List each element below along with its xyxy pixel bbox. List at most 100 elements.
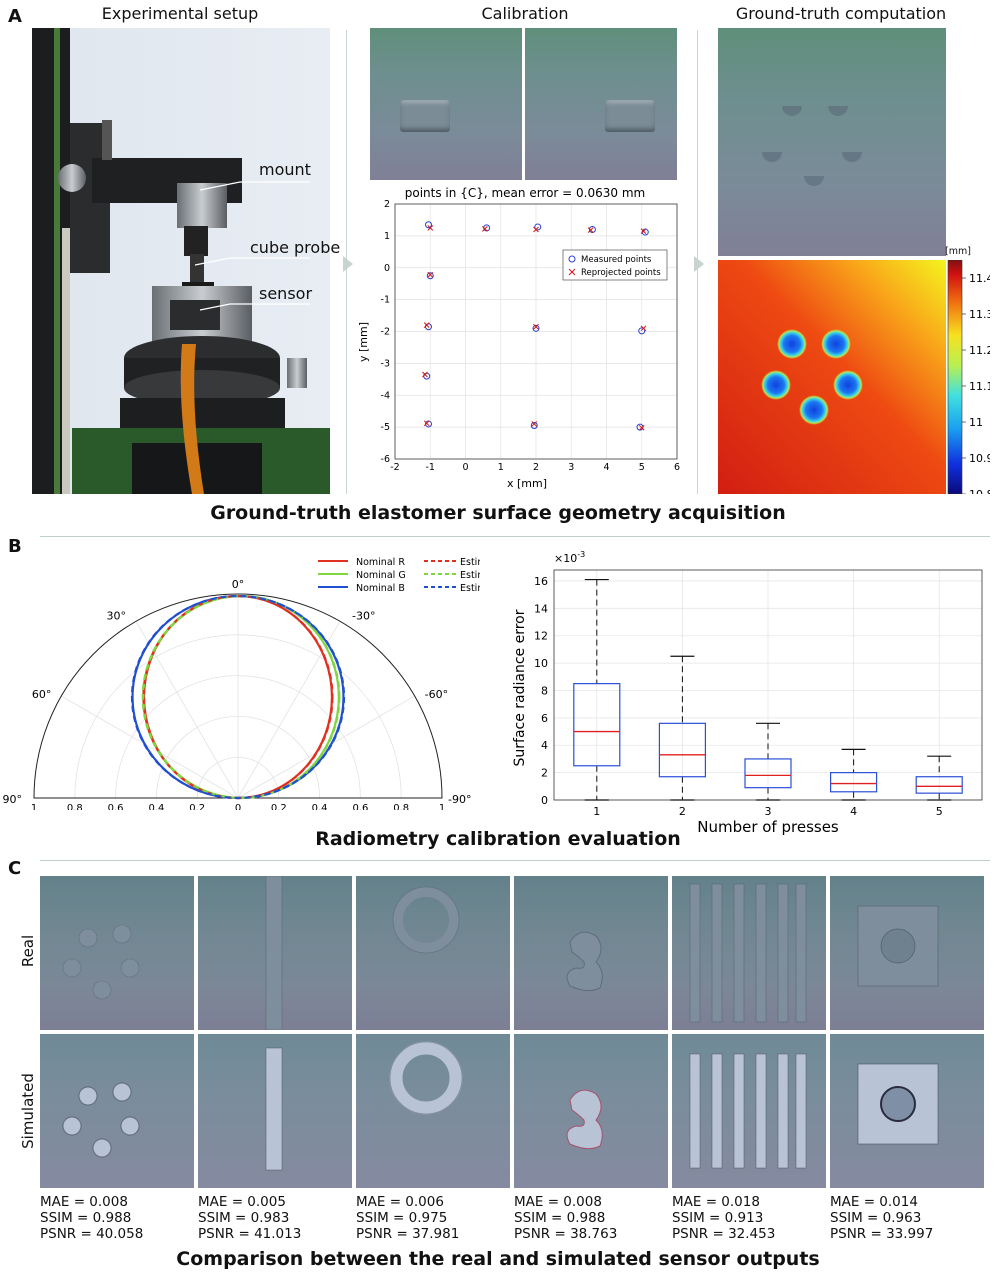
ground-truth-image [718,28,946,256]
panel-a-letter: A [8,6,22,27]
calib-xtick: 4 [603,462,609,473]
measured-point [534,223,542,231]
box-3 [744,722,792,801]
metrics-3: MAE = 0.006 SSIM = 0.975 PSNR = 37.981 [356,1194,459,1242]
experimental-setup-photo [32,28,330,494]
box-xtick: 1 [593,805,600,818]
reprojected-point [640,228,647,234]
metric-psnr: PSNR = 41.013 [198,1226,302,1242]
caption-a: Ground-truth elastomer surface geometry … [210,502,786,524]
calib-xtick: -2 [390,462,399,473]
box-xtick: 5 [936,805,943,818]
ring-indent [392,886,460,954]
polar-radial-tick: 0 [235,803,241,810]
legend-nominal-b: Nominal B [356,583,405,594]
simulated-output-4 [514,1034,668,1188]
metric-psnr: PSNR = 32.453 [672,1226,776,1242]
metric-mae: MAE = 0.006 [356,1194,444,1210]
divider-bc [40,860,990,861]
depth-heatmap: 11.4 11.3 11.2 11.1 11 10.9 10.8 [718,260,990,494]
box-2 [658,655,706,801]
colorbar-tick: 11.2 [969,344,990,357]
polar-angle-label: 60° [32,688,52,701]
metric-ssim: SSIM = 0.963 [830,1210,922,1226]
col-title-setup: Experimental setup [101,4,259,23]
simulated-output-3 [356,1034,510,1188]
calib-ytick: -4 [381,390,390,401]
polar-curve-nominal-g [142,594,340,800]
calib-xtick: 1 [498,462,504,473]
box-ytick: 16 [534,575,548,588]
real-output-3 [356,876,510,1030]
label-sensor: sensor [259,284,313,303]
row-label-real: Real [19,934,37,968]
arrow-a1 [343,256,353,272]
reprojected-point [640,325,647,332]
metrics-5: MAE = 0.018 SSIM = 0.913 PSNR = 32.453 [672,1194,775,1242]
real-output-6 [830,876,984,1030]
reprojected-point [423,420,430,427]
ground-truth-dimples [762,106,862,186]
box-xtick: 3 [765,805,772,818]
calib-ytick: -6 [381,454,390,465]
bar-indent [265,1047,283,1171]
metric-mae: MAE = 0.005 [198,1194,286,1210]
legend-nominal-r: Nominal R [356,557,405,568]
colorbar-tick: 11.3 [969,308,990,321]
simulated-output-6 [830,1034,984,1188]
legend-estimated-r: Estimated R [460,557,480,568]
polar-angle-label: -60° [425,688,448,701]
calibration-image-left [370,28,522,180]
panel-b-letter: B [8,536,22,557]
box-ytick: 6 [541,712,548,725]
metric-ssim: SSIM = 0.913 [672,1210,764,1226]
box-xlabel: Number of presses [697,818,839,836]
box-xtick: 2 [679,805,686,818]
measured-point [532,324,540,332]
box-ylabel: Surface radiance error [512,609,528,766]
calib-xlabel: x [mm] [507,477,547,490]
calib-xtick: 5 [639,462,645,473]
metric-ssim: SSIM = 0.975 [356,1210,448,1226]
box-ytick: 0 [541,794,548,807]
reprojected-point [533,323,539,330]
polar-angle-label: 0° [232,578,245,591]
reprojected-point [531,421,538,427]
polar-radial-tick: 0.8 [393,803,409,810]
hook-indent [566,1089,603,1150]
colorbar-unit: [mm] [945,246,971,257]
box-5 [915,755,963,801]
real-output-2 [198,876,352,1030]
real-output-1 [40,876,194,1030]
polar-curve-estimated-g [141,594,341,800]
real-output-5 [672,876,826,1030]
polar-legend: Nominal R Nominal G Nominal B Estimated … [318,557,480,594]
polar-radial-tick: 1 [31,803,37,810]
box-ytick: 4 [541,739,548,752]
measured-point [426,272,434,280]
label-mount: mount [259,160,311,179]
row-label-simulated: Simulated [19,1073,37,1149]
hook-indent [566,931,603,992]
metric-psnr: PSNR = 37.981 [356,1226,460,1242]
metrics-4: MAE = 0.008 SSIM = 0.988 PSNR = 38.763 [514,1194,617,1242]
calib-xtick: 2 [533,462,539,473]
box-4 [830,748,878,801]
box-ytick: 10 [534,657,548,670]
reprojected-point [638,424,645,431]
polar-radial-tick: 0.6 [352,803,368,810]
ring-indent [389,1041,463,1115]
colorbar-tick: 11.1 [969,380,990,393]
box-ytick: 12 [534,630,548,643]
metric-mae: MAE = 0.008 [514,1194,602,1210]
legend-measured-marker [568,255,576,263]
polar-radial-tick: 0.4 [312,803,328,810]
panel-c-letter: C [8,858,22,879]
polar-angle-label: -90° [448,793,471,806]
box-ytick: 8 [541,684,548,697]
polar-plot: 0°30° -30°60° -60°90° -90°1 0.8 0.6 0.4 0.2 0 0.2… [3,557,481,810]
box-ytick: 14 [534,602,548,615]
colorbar-tick: 11.4 [969,272,990,285]
dots-indent [62,1082,140,1158]
